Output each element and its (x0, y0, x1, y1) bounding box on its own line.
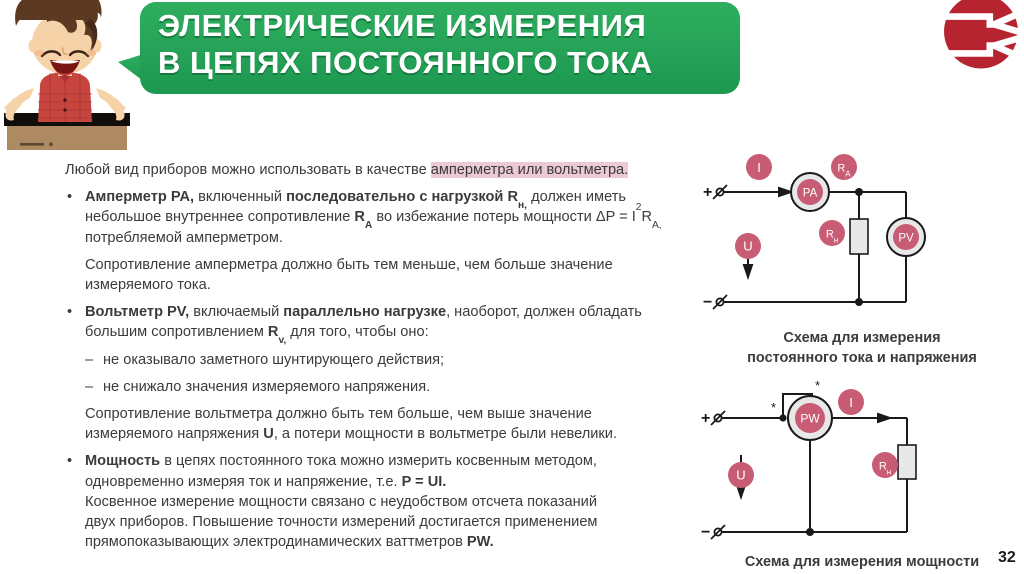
svg-text:U: U (743, 239, 752, 254)
svg-text:+: + (703, 184, 712, 201)
svg-text:−: − (703, 294, 712, 311)
svg-text:I: I (849, 395, 853, 410)
svg-text:U: U (736, 468, 745, 483)
svg-text:I: I (757, 160, 761, 175)
svg-text:−: − (701, 524, 710, 541)
svg-text:PV: PV (898, 233, 914, 245)
svg-text:*: * (815, 378, 820, 393)
svg-text:PW: PW (800, 412, 820, 426)
svg-text:*: * (771, 400, 776, 415)
svg-text:PA: PA (803, 188, 818, 200)
svg-text:+: + (701, 410, 710, 427)
